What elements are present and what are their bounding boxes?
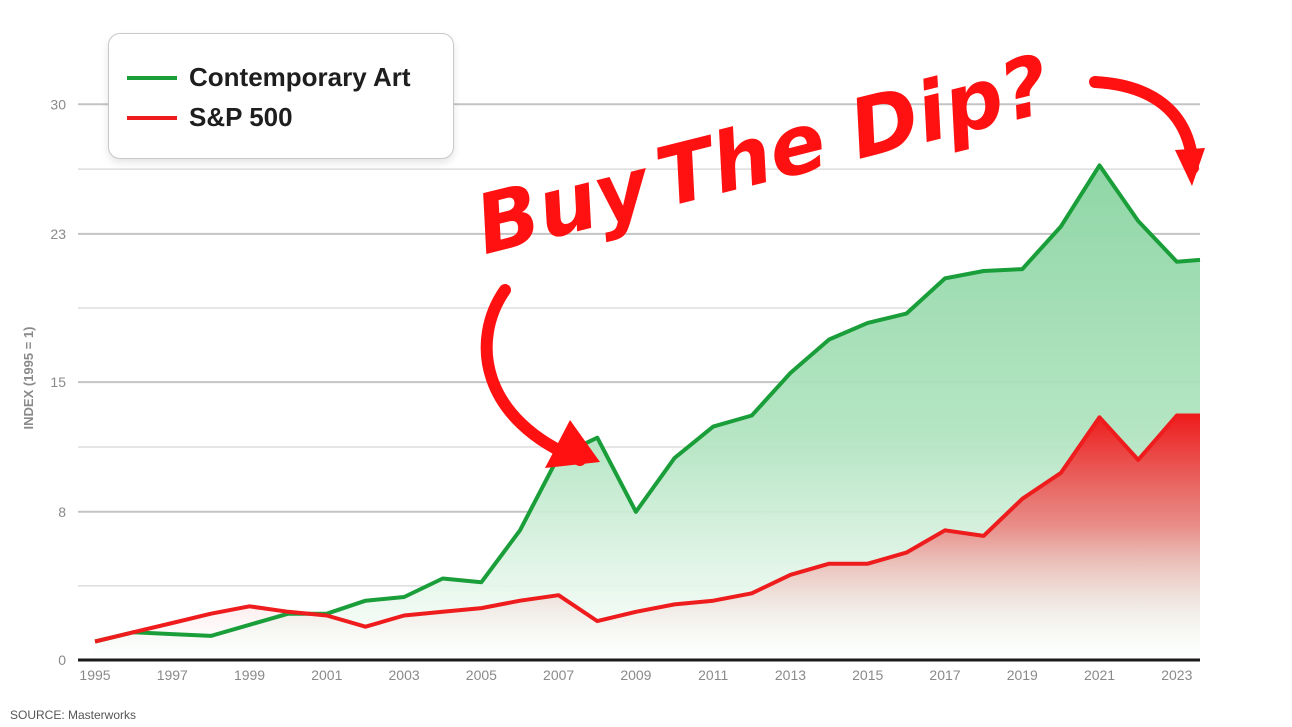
x-tick-label: 2011 bbox=[698, 667, 728, 683]
legend-label: S&P 500 bbox=[189, 102, 293, 132]
arrow-left-head-icon bbox=[545, 420, 600, 468]
x-tick-label: 2005 bbox=[466, 667, 497, 683]
y-tick-label: 15 bbox=[50, 374, 66, 390]
legend: Contemporary Art S&P 500 bbox=[108, 33, 454, 159]
series-area-contemporary-art bbox=[95, 165, 1200, 660]
x-tick-label: 2009 bbox=[620, 667, 651, 683]
legend-swatch-red bbox=[127, 115, 177, 120]
x-tick-label: 2023 bbox=[1161, 667, 1192, 683]
chart-areas bbox=[95, 165, 1200, 660]
arrow-right-head-icon bbox=[1175, 148, 1205, 186]
x-tick-label: 1999 bbox=[234, 667, 265, 683]
y-tick-label: 23 bbox=[50, 226, 66, 242]
x-tick-label: 1997 bbox=[157, 667, 188, 683]
series-area-sp500 bbox=[95, 415, 1200, 660]
x-tick-label: 2013 bbox=[775, 667, 806, 683]
arrow-left-icon bbox=[480, 284, 586, 466]
x-tick-label: 2019 bbox=[1007, 667, 1038, 683]
x-tick-label: 2007 bbox=[543, 667, 574, 683]
source-note: SOURCE: Masterworks bbox=[10, 708, 137, 722]
legend-item-contemporary-art: Contemporary Art bbox=[127, 62, 411, 93]
x-tick-label: 2001 bbox=[311, 667, 342, 683]
legend-swatch-green bbox=[127, 75, 177, 80]
legend-label: Contemporary Art bbox=[189, 62, 411, 92]
chart-axes: 0 8 15 23 30 1995 1997 1999 2001 2003 2005 2007 2009… bbox=[50, 96, 1200, 683]
chart-lines bbox=[94, 163, 1201, 644]
x-tick-label: 2003 bbox=[389, 667, 420, 683]
series-line-sp500 bbox=[94, 413, 1200, 644]
annotation-word-buy: Buy bbox=[467, 139, 663, 274]
x-tick-label: 2017 bbox=[929, 667, 960, 683]
series-line-contemporary-art bbox=[94, 163, 1201, 644]
x-tick-label: 2021 bbox=[1084, 667, 1115, 683]
y-tick-label: 0 bbox=[58, 652, 66, 668]
x-tick-label: 2015 bbox=[852, 667, 883, 683]
y-tick-label: 30 bbox=[50, 96, 66, 112]
y-axis-label: INDEX (1995 = 1) bbox=[21, 327, 36, 430]
x-tick-label: 1995 bbox=[79, 667, 110, 683]
y-tick-label: 8 bbox=[58, 504, 66, 520]
legend-item-sp500: S&P 500 bbox=[127, 102, 293, 133]
annotation-word-the-dip: The Dip? bbox=[647, 37, 1059, 226]
